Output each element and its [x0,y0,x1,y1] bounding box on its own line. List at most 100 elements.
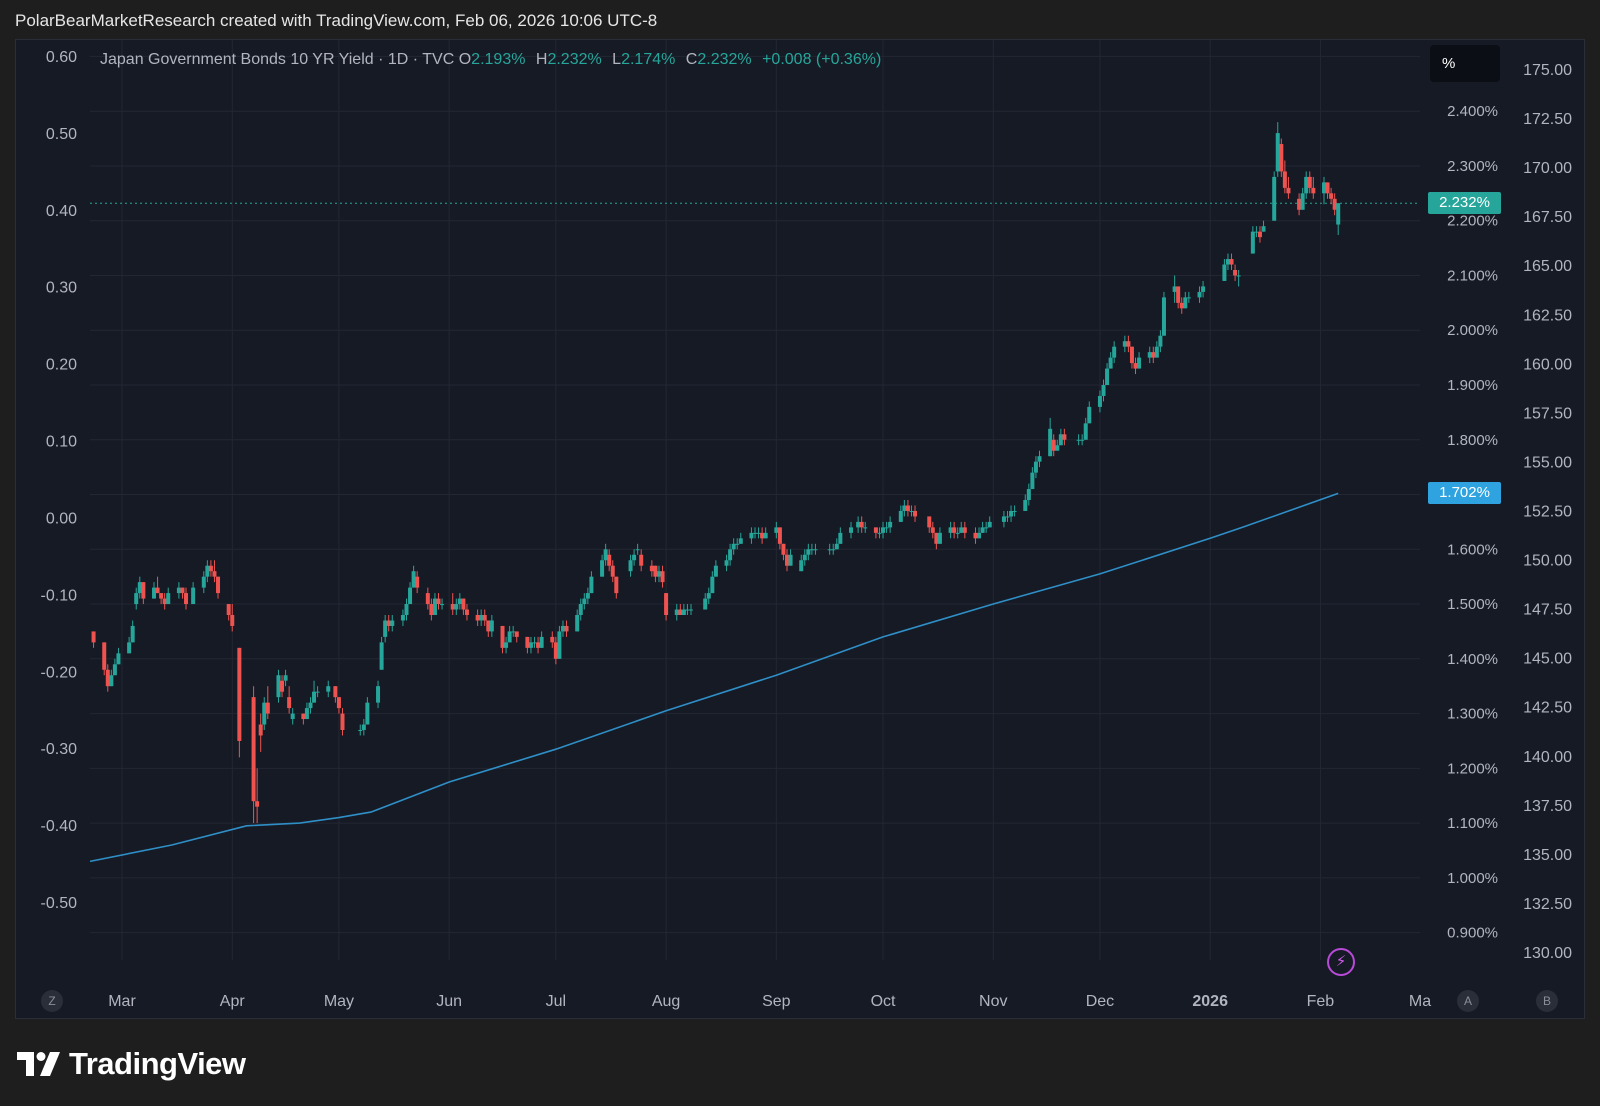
legend-high-value: 2.232% [547,51,602,68]
candle-down [482,615,487,621]
candle-up [1236,275,1241,277]
candle-up [774,527,779,533]
candle-up [656,571,661,577]
candle-up [735,543,740,545]
candle-up [1137,357,1142,369]
candle-up [1012,510,1017,512]
candle-up [1250,231,1255,254]
candle-up [578,604,583,615]
candle-down [475,615,480,621]
candle-up [1105,368,1110,385]
last-price-tag: 2.232% [1428,192,1501,215]
time-tick-label: Mar [108,993,136,1010]
candle-up [201,576,206,588]
candle-up [1001,516,1006,522]
candle-down [760,532,765,539]
candle-down [91,631,96,643]
time-tick-label: Aug [652,993,680,1010]
candle-up [127,642,132,654]
candle-down [1051,439,1056,451]
timezone-button[interactable]: Z [41,990,63,1012]
auto-scale-button[interactable]: A [1457,990,1479,1012]
candle-down [785,554,790,566]
candle-up [749,532,754,539]
candle-up [1222,264,1227,281]
candle-down [265,702,270,714]
candle-up [635,549,640,551]
candle-up [834,543,839,550]
candle-down [155,587,160,594]
candlestick-chart[interactable]: 0.60 0.50 0.40 0.30 0.20 0.10 0.00 -0.10 -0.20 -0… [0,0,1600,1030]
candle-down [212,571,217,577]
candle-down [1286,187,1291,194]
candle-up [205,565,210,577]
candle-up [1158,335,1163,347]
candle-up [980,527,985,533]
left-tick-label: -0.10 [41,587,78,604]
percent-tick-label: 1.900% [1447,377,1498,394]
candle-up [813,549,818,551]
tradingview-logo-icon [17,1052,60,1076]
candle-down [927,516,932,528]
moving-average-line [89,492,1339,863]
right-tick-label: 167.50 [1523,209,1572,226]
candle-down [564,625,569,632]
left-tick-label: 0.20 [46,357,77,374]
candle-up [681,609,686,615]
candle-up [1033,461,1038,473]
candle-up [1080,439,1085,441]
candle-up [728,549,733,561]
candle-up [902,505,907,511]
candle-up [408,587,413,605]
candle-down [184,593,189,605]
candle-down [1311,187,1316,194]
candle-up [713,565,718,577]
right-tick-label: 145.00 [1523,651,1572,668]
candle-down [610,565,615,577]
candle-up [432,598,437,615]
legend-close-label: C [685,51,698,68]
candle-down [649,565,654,572]
candle-up [507,631,512,643]
scale-toggle-button[interactable]: B [1536,990,1558,1012]
candle-down [162,598,167,605]
candle-down [1126,341,1131,347]
candle-down [105,669,110,687]
percent-tick-label: 1.000% [1447,870,1498,887]
lightning-bolt-icon[interactable]: ⚡ [1327,948,1355,976]
right-tick-label: 150.00 [1523,553,1572,570]
candle-down [425,593,430,605]
candle-up [1009,510,1014,517]
candle-up [1122,341,1127,347]
candle-up [1300,193,1305,210]
percent-tick-label: 1.600% [1447,541,1498,558]
chart-frame[interactable] [15,39,1585,1019]
percent-tick-label: 1.800% [1447,432,1498,449]
candle-up [1186,297,1191,299]
candle-up [166,593,171,605]
candle-up [632,554,637,561]
candle-up [511,631,516,633]
candle-up [1112,346,1117,358]
candle-up [898,510,903,522]
candle-down [436,598,441,605]
tradingview-logo[interactable]: TradingView [17,1046,246,1082]
candle-up [1147,352,1152,358]
scale-mode-button[interactable]: % [1430,45,1500,82]
candle-up [262,702,267,725]
candle-up [710,576,715,594]
right-tick-label: 142.50 [1523,700,1572,717]
candle-down [1233,270,1238,276]
right-tick-label: 132.50 [1523,896,1572,913]
candle-up [400,615,405,621]
candle-up [109,675,114,687]
time-tick-label: Sep [762,993,791,1010]
candle-up [557,631,562,659]
candle-up [685,609,690,611]
right-tick-label: 175.00 [1523,62,1572,79]
candle-up [1154,346,1159,358]
percent-tick-label: 1.500% [1447,596,1498,613]
time-tick-label: Feb [1307,993,1335,1010]
legend-high-label: H [535,51,548,68]
candle-up [304,708,309,720]
